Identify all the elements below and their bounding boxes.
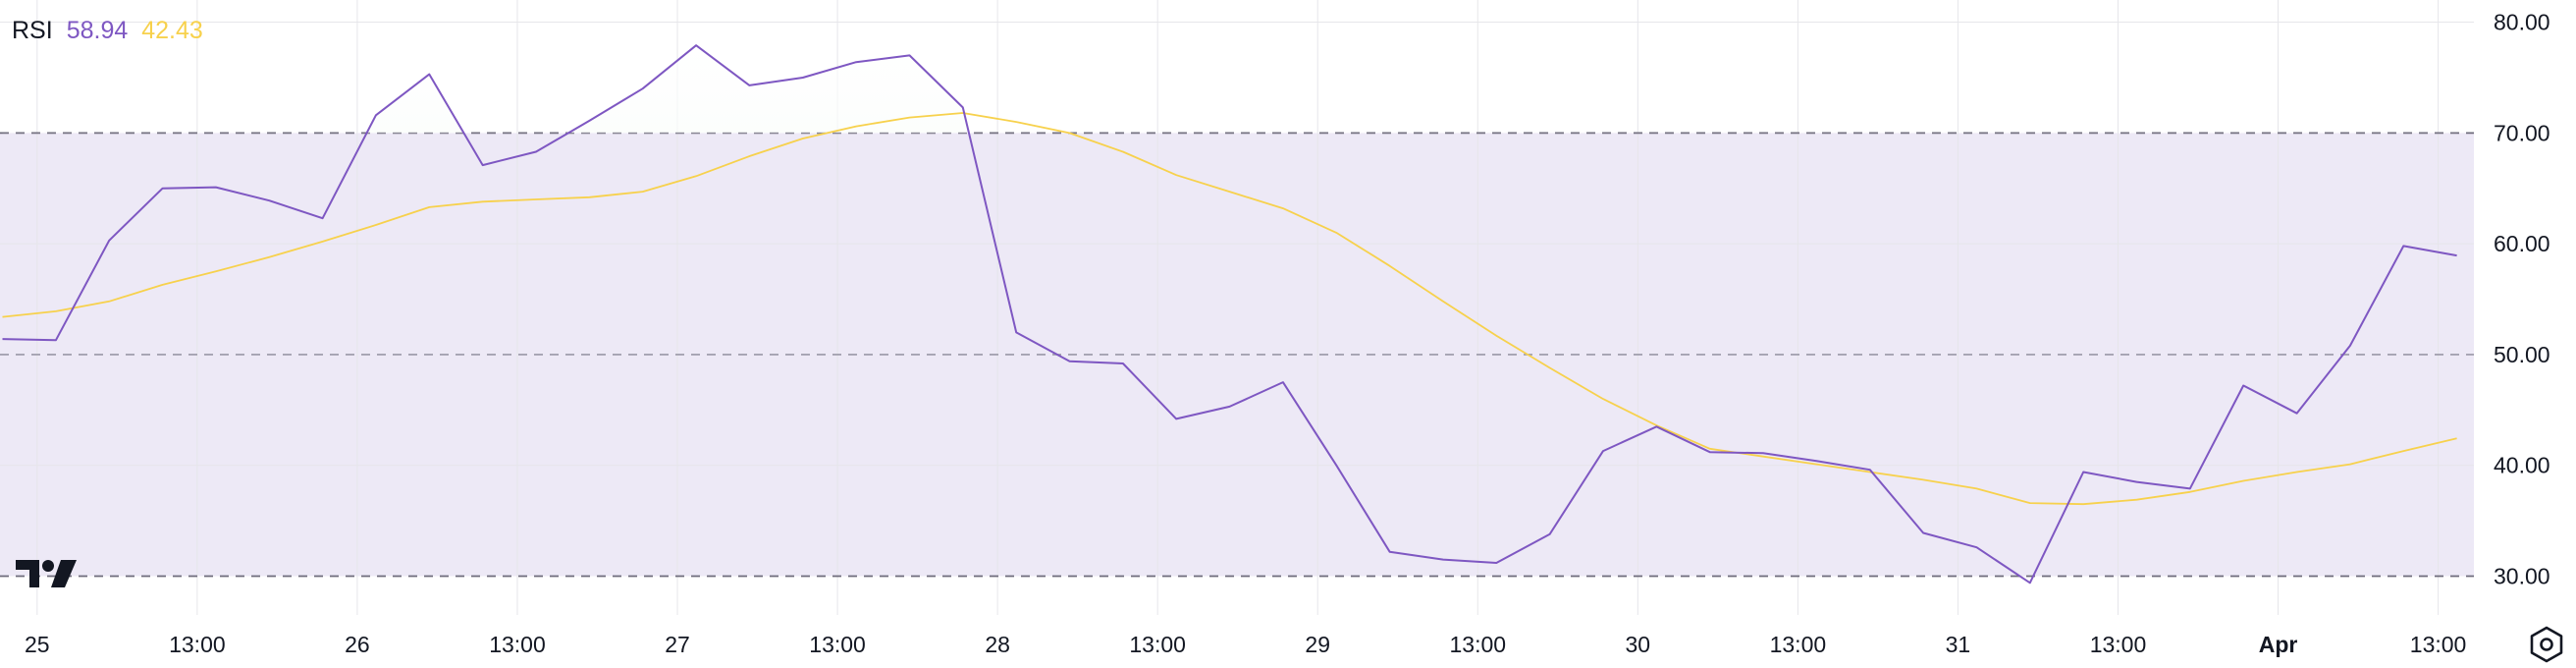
x-tick-label: 26 [345,632,370,657]
overbought-fill-layer [2,45,2457,134]
legend-rsi-value: 58.94 [66,17,129,44]
rsi-ma-line [2,112,2457,506]
legend-title: RSI [12,17,53,44]
x-tick-label: 27 [665,632,690,657]
tradingview-logo-icon[interactable] [16,556,79,591]
x-tick-label: Apr [2259,632,2298,657]
x-tick-label: 13:00 [1770,632,1827,657]
y-tick-label: 40.00 [2494,453,2550,478]
x-tick-label: 29 [1305,632,1330,657]
y-tick-label: 60.00 [2494,231,2550,256]
rsi-band-layer [0,133,2474,577]
indicator-legend[interactable]: RSI 58.94 42.43 [12,14,203,47]
y-tick-label: 80.00 [2494,10,2550,35]
rsi-line [2,44,2457,584]
x-tick-label: 30 [1626,632,1651,657]
x-tick-label: 31 [1946,632,1971,657]
x-tick-label: 13:00 [2410,632,2467,657]
x-tick-label: 28 [985,632,1010,657]
x-tick-label: 13:00 [489,632,546,657]
rsi-band-background [0,133,2474,577]
x-tick-label: 13:00 [169,632,226,657]
settings-icon[interactable] [2527,625,2566,664]
x-tick-label: 13:00 [1449,632,1506,657]
x-tick-label: 13:00 [2090,632,2147,657]
price-axis[interactable]: 80.00 70.00 60.00 50.00 40.00 30.00 [2494,10,2550,589]
y-tick-label: 30.00 [2494,564,2550,589]
x-tick-label: 13:00 [809,632,866,657]
legend-ma-value: 42.43 [141,17,203,44]
overbought-zone-fill [2,45,2457,134]
time-axis[interactable]: 25 13:00 26 13:00 27 13:00 28 13:00 29 13:00 30 13:… [25,632,2466,657]
series-layer [2,44,2457,584]
x-tick-label: 13:00 [1129,632,1186,657]
y-tick-label: 50.00 [2494,342,2550,367]
x-tick-label: 25 [25,632,50,657]
y-tick-label: 70.00 [2494,120,2550,145]
